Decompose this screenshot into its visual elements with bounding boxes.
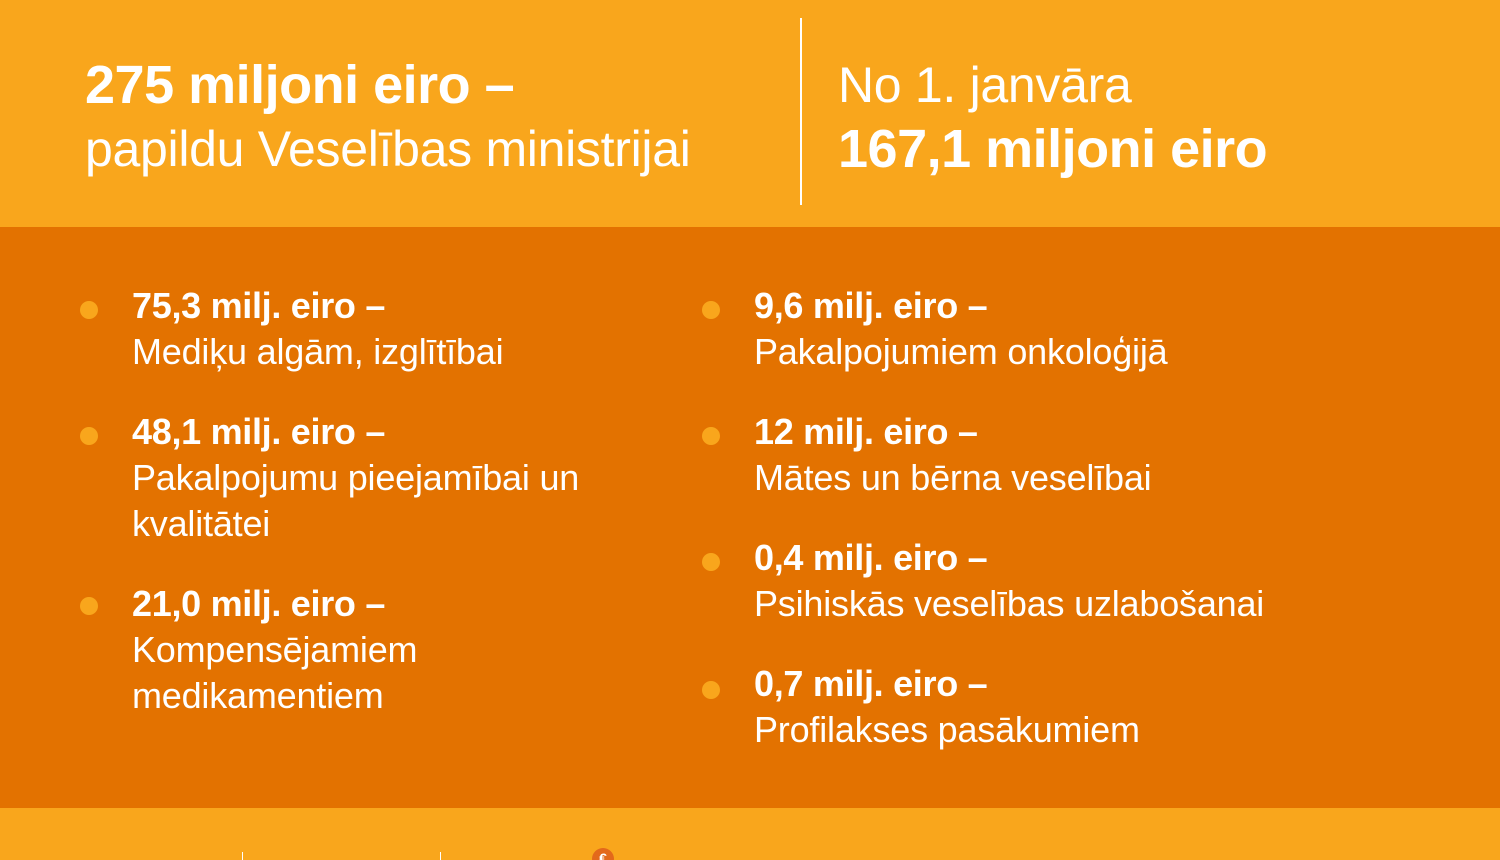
- footer-divider: [440, 852, 441, 860]
- allocation-amount: 9,6 milj. eiro –: [754, 285, 988, 326]
- total-funding-block: 275 miljoni eiro – papildu Veselības min…: [85, 54, 691, 182]
- header-divider: [800, 18, 802, 205]
- euro-coin-icon: €: [592, 848, 614, 860]
- allocation-description: Pakalpojumiem onkoloģijā: [754, 331, 1168, 372]
- allocation-amount: 48,1 milj. eiro –: [132, 411, 386, 452]
- allocation-description: Profilakses pasākumiem: [754, 709, 1140, 750]
- header-band: 275 miljoni eiro – papildu Veselības min…: [0, 0, 1500, 227]
- bullet-icon: [702, 427, 720, 445]
- allocation-amount: 12 milj. eiro –: [754, 411, 978, 452]
- footer-band: €: [0, 808, 1500, 860]
- allocation-description: Kompensējamiem medikamentiem: [132, 629, 418, 716]
- allocation-amount: 0,4 milj. eiro –: [754, 537, 988, 578]
- footer-divider: [242, 852, 243, 860]
- bullet-icon: [702, 301, 720, 319]
- allocation-amount: 0,7 milj. eiro –: [754, 663, 988, 704]
- bullet-icon: [80, 597, 98, 615]
- january-funding-block: No 1. janvāra 167,1 miljoni eiro: [838, 54, 1268, 182]
- allocation-description: Mātes un bērna veselībai: [754, 457, 1152, 498]
- allocation-description: Pakalpojumu pieejamībai un kvalitātei: [132, 457, 580, 544]
- bullet-icon: [80, 301, 98, 319]
- january-funding-subtitle: No 1. janvāra: [838, 57, 1132, 113]
- bullet-icon: [702, 681, 720, 699]
- bullet-icon: [702, 553, 720, 571]
- allocation-amount: 21,0 milj. eiro –: [132, 583, 386, 624]
- bullet-icon: [80, 427, 98, 445]
- january-funding-amount: 167,1 miljoni eiro: [838, 119, 1268, 179]
- total-funding-amount: 275 miljoni eiro –: [85, 55, 515, 115]
- allocation-description: Psihiskās veselības uzlabošanai: [754, 583, 1265, 624]
- allocation-breakdown: 75,3 milj. eiro – Mediķu algām, izglītīb…: [0, 227, 1500, 808]
- allocation-description: Mediķu algām, izglītībai: [132, 331, 504, 372]
- allocation-amount: 75,3 milj. eiro –: [132, 285, 386, 326]
- total-funding-subtitle: papildu Veselības ministrijai: [85, 121, 691, 177]
